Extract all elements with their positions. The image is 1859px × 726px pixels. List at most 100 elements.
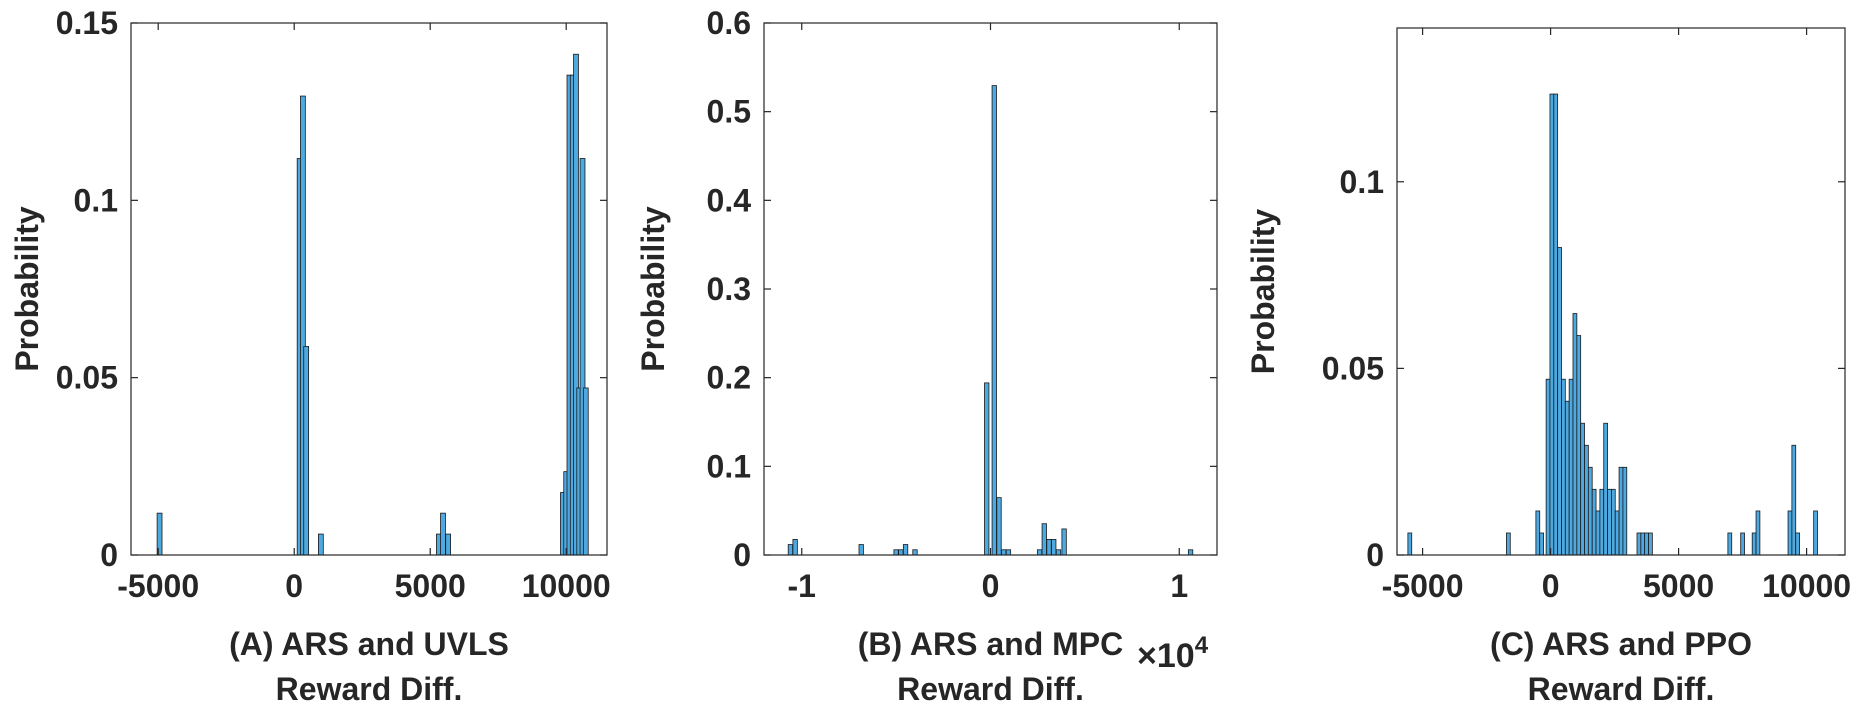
y-tick-label-b-0: 0	[733, 537, 751, 573]
x-axis-label-b-line2: Reward Diff.	[897, 671, 1084, 707]
bar-c-28	[1648, 532, 1653, 556]
x-tick-label-c-3: 10000	[1762, 568, 1851, 604]
bar-b-16	[1055, 549, 1062, 556]
bar-b-5	[902, 544, 909, 556]
y-tick-label-c-0: 0	[1366, 537, 1384, 573]
bar-c-5	[1549, 93, 1555, 556]
x-tick-label-a-1: 0	[285, 568, 303, 604]
bar-c-31	[1751, 532, 1757, 556]
bar-c-3	[1539, 532, 1544, 556]
bar-c-14	[1584, 444, 1589, 556]
bar-b-14	[1046, 538, 1052, 556]
bar-c-23	[1618, 466, 1624, 556]
bar-a-15	[582, 387, 589, 556]
bar-c-26	[1640, 532, 1646, 556]
bar-c-27	[1644, 532, 1649, 556]
bar-c-30	[1740, 532, 1745, 556]
y-tick-label-b-5: 0.5	[707, 94, 751, 130]
bars-b	[787, 85, 1194, 556]
bar-a-4	[318, 533, 324, 556]
bar-b-18	[1187, 549, 1194, 556]
axes-box-b	[763, 22, 1218, 556]
bar-c-15	[1587, 466, 1593, 556]
bar-c-29	[1727, 532, 1733, 556]
y-tick-label-b-2: 0.2	[707, 360, 751, 396]
bar-b-0	[787, 544, 794, 556]
bar-a-3	[303, 346, 310, 556]
y-axis-label-a: Probability	[9, 206, 45, 372]
bar-c-19	[1603, 422, 1608, 556]
bar-c-22	[1614, 510, 1620, 556]
bar-c-12	[1576, 335, 1582, 556]
bar-c-16	[1591, 488, 1597, 556]
bar-c-10	[1568, 378, 1574, 556]
bar-b-2	[858, 544, 864, 556]
bar-c-24	[1622, 466, 1628, 556]
bar-c-20	[1607, 488, 1612, 556]
bar-a-7	[445, 533, 452, 556]
bar-c-33	[1787, 510, 1793, 556]
bar-b-17	[1061, 528, 1067, 556]
x-axis-label-a-line2: Reward Diff.	[276, 671, 463, 707]
x-tick-label-c-1: 0	[1542, 568, 1560, 604]
y-tick-label-b-1: 0.1	[707, 448, 751, 484]
x-axis-label-a-line1: (A) ARS and UVLS	[229, 626, 509, 662]
y-tick-label-b-3: 0.3	[707, 271, 751, 307]
bar-c-0	[1407, 532, 1413, 556]
bar-c-36	[1813, 510, 1818, 556]
x-tick-label-c-0: -5000	[1382, 568, 1464, 604]
x-tick-label-b-2: 1	[1170, 568, 1188, 604]
bar-c-7	[1557, 247, 1562, 556]
x-axis-label-c-line2: Reward Diff.	[1528, 671, 1715, 707]
bar-c-32	[1755, 510, 1761, 556]
bar-b-6	[912, 549, 918, 556]
y-tick-label-a-3: 0.15	[56, 5, 118, 41]
bar-c-9	[1564, 400, 1570, 556]
bar-c-21	[1611, 488, 1616, 556]
ticks-b: -1 0 1 0 0.1 0.2 0.3 0.4 0.5 0.6	[707, 5, 1217, 604]
bar-c-18	[1599, 488, 1605, 556]
y-tick-label-b-4: 0.4	[707, 182, 752, 218]
y-axis-label-c: Probability	[1245, 209, 1281, 375]
y-tick-label-a-0: 0	[100, 537, 118, 573]
bar-b-8	[991, 85, 997, 556]
x-axis-multiplier-exponent: 4	[1195, 632, 1209, 659]
axes-box-c	[1396, 27, 1846, 556]
bar-b-3	[893, 549, 899, 556]
bar-c-6	[1553, 93, 1559, 556]
bar-c-11	[1572, 313, 1578, 556]
bars-a	[156, 53, 589, 556]
bar-c-1	[1506, 532, 1511, 556]
x-axis-label-c-line1: (C) ARS and PPO	[1490, 626, 1752, 662]
bar-b-15	[1051, 538, 1057, 556]
y-tick-label-a-1: 0.05	[56, 360, 118, 396]
bar-c-4	[1545, 378, 1551, 556]
y-tick-label-c-1: 0.05	[1322, 350, 1384, 386]
bar-c-34	[1791, 444, 1797, 556]
bar-b-13	[1041, 523, 1047, 556]
x-axis-multiplier-base: ×10	[1137, 637, 1195, 675]
bar-c-25	[1636, 532, 1642, 556]
bar-b-4	[898, 549, 904, 556]
x-tick-label-c-2: 5000	[1643, 568, 1714, 604]
bar-b-10	[1001, 549, 1007, 556]
bar-b-1	[792, 538, 798, 556]
bar-b-12	[1036, 549, 1043, 556]
x-axis-label-b-line1: (B) ARS and MPC	[858, 626, 1123, 662]
bar-c-35	[1795, 532, 1800, 556]
y-tick-label-a-2: 0.1	[74, 182, 118, 218]
y-tick-label-c-2: 0.1	[1340, 164, 1384, 200]
x-tick-label-a-2: 5000	[395, 568, 466, 604]
histogram-panel-b: -1 0 1 0 0.1 0.2 0.3 0.4 0.5 0.6 Probability (B) …	[635, 5, 1218, 707]
x-tick-label-a-0: -5000	[117, 568, 199, 604]
bar-c-17	[1595, 510, 1601, 556]
y-tick-label-b-6: 0.6	[707, 5, 751, 41]
bar-c-2	[1535, 510, 1541, 556]
bar-b-7	[984, 382, 990, 556]
bar-b-9	[996, 497, 1002, 556]
